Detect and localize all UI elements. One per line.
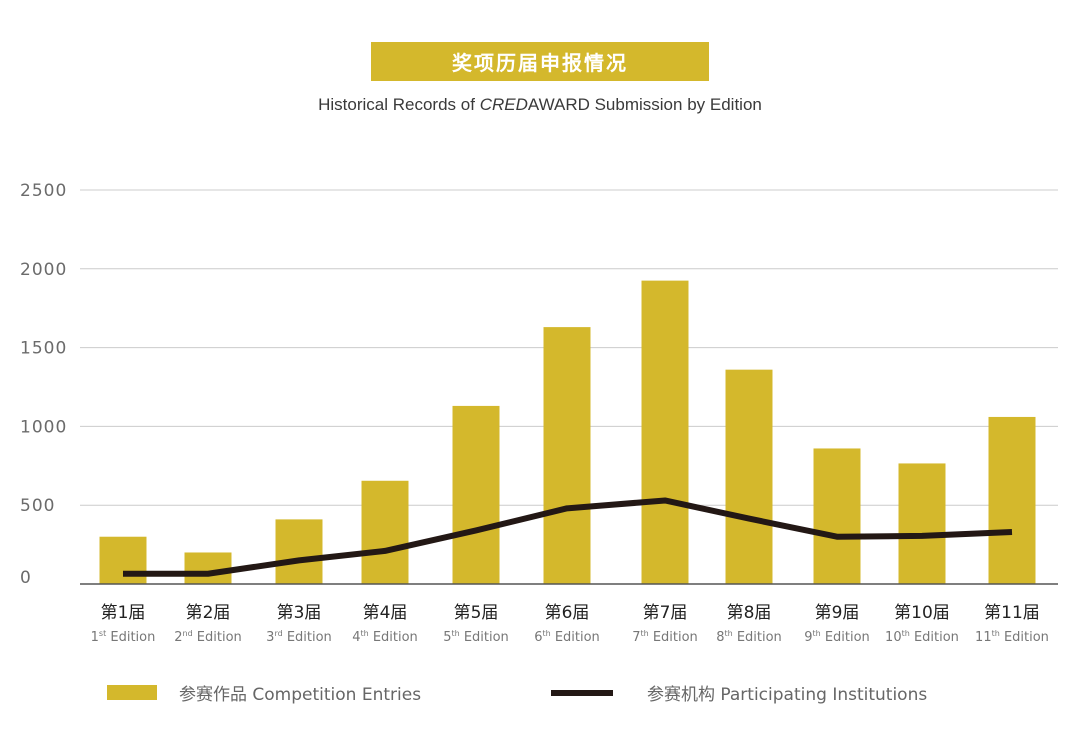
x-tick-label: 第1届 xyxy=(101,603,146,623)
bar xyxy=(725,369,773,584)
x-tick-label: 第10届 xyxy=(894,603,950,623)
x-tick-sublabel: 11th Edition xyxy=(975,629,1049,645)
x-tick-sublabel: 9th Edition xyxy=(804,629,870,645)
bar xyxy=(988,416,1036,584)
y-tick-label: 1000 xyxy=(20,417,67,437)
x-tick-sublabel: 5th Edition xyxy=(443,629,509,645)
legend-line-swatch xyxy=(551,689,613,696)
x-tick-label: 第7届 xyxy=(643,603,688,623)
x-tick-label: 第9届 xyxy=(815,603,860,623)
y-tick-label: 1500 xyxy=(20,339,67,359)
x-tick-label: 第5届 xyxy=(454,603,499,623)
legend-bar-swatch xyxy=(107,685,157,700)
bar xyxy=(452,405,500,584)
x-tick-sublabel: 8th Edition xyxy=(716,629,782,645)
bar xyxy=(641,280,689,584)
legend-label-entries: 参赛作品 Competition Entries xyxy=(179,685,422,705)
bar xyxy=(184,552,232,584)
x-tick-label: 第6届 xyxy=(545,603,590,623)
bar xyxy=(813,448,861,584)
chart-title-banner: 奖项历届申报情况 xyxy=(371,42,709,81)
subtitle-suffix: AWARD Submission by Edition xyxy=(527,95,762,114)
x-tick-sublabel: 4th Edition xyxy=(352,629,418,645)
y-tick-label: 2000 xyxy=(20,260,67,280)
bar xyxy=(361,480,409,584)
subtitle-brand: CRED xyxy=(479,95,528,114)
x-tick-sublabel: 6th Edition xyxy=(534,629,600,645)
chart-subtitle: Historical Records of CREDAWARD Submissi… xyxy=(0,95,1080,115)
bar xyxy=(898,463,946,584)
x-tick-label: 第8届 xyxy=(727,603,772,623)
legend-item-entries: 参赛作品 Competition Entries xyxy=(107,680,421,705)
bar xyxy=(99,536,147,584)
x-tick-label: 第11届 xyxy=(984,603,1040,623)
bar xyxy=(543,327,591,584)
x-tick-sublabel: 3rd Edition xyxy=(266,629,332,645)
x-tick-label: 第3届 xyxy=(277,603,322,623)
chart-title: 奖项历届申报情况 xyxy=(452,51,628,75)
bar xyxy=(275,519,323,584)
x-tick-sublabel: 7th Edition xyxy=(632,629,698,645)
x-tick-label: 第2届 xyxy=(186,603,231,623)
y-tick-label: 0 xyxy=(20,568,32,588)
x-tick-sublabel: 1st Edition xyxy=(91,629,156,645)
legend-item-institutions: 参赛机构 Participating Institutions xyxy=(551,680,927,705)
x-tick-sublabel: 10th Edition xyxy=(885,629,959,645)
x-tick-label: 第4届 xyxy=(363,603,408,623)
subtitle-prefix: Historical Records of xyxy=(318,95,480,114)
y-tick-label: 500 xyxy=(20,496,55,516)
x-tick-sublabel: 2nd Edition xyxy=(174,629,242,645)
legend-label-institutions: 参赛机构 Participating Institutions xyxy=(647,685,928,705)
y-tick-label: 2500 xyxy=(20,181,67,201)
